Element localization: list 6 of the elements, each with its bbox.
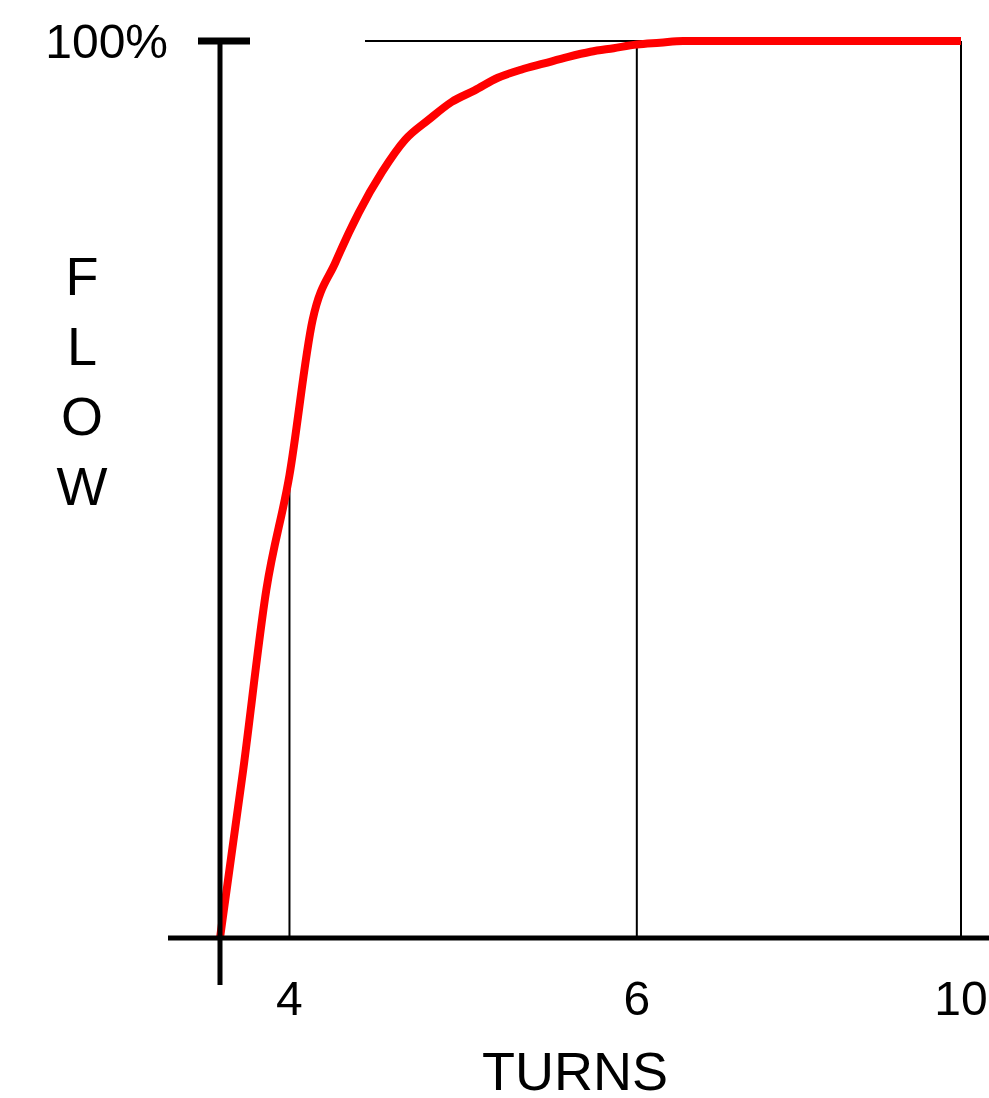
ref-line-label: 100% xyxy=(45,14,168,68)
x-tick-label: 4 xyxy=(276,972,303,1025)
y-axis-title: FLOW xyxy=(56,246,108,516)
x-tick-label: 10 xyxy=(934,972,988,1025)
x-tick-label: 6 xyxy=(623,972,651,1025)
x-axis-title: TURNS xyxy=(482,1041,668,1098)
